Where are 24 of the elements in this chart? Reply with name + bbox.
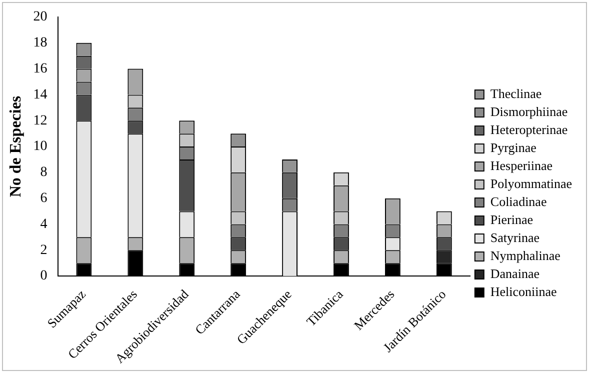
legend-label: Hesperiinae: [490, 158, 553, 173]
y-tick-label: 16: [33, 61, 48, 76]
legend-label: Pierinae: [490, 212, 534, 227]
y-tick-label: 8: [40, 165, 48, 180]
y-tick-label: 20: [33, 10, 48, 25]
y-tick-label: 18: [33, 36, 48, 51]
legend-label: Heteropterinae: [490, 122, 568, 137]
y-tick-label: 0: [40, 268, 48, 284]
y-tick-label: 2: [40, 242, 48, 258]
legend-label: Pyrginae: [490, 140, 537, 155]
legend-label: Coliadinae: [490, 194, 547, 209]
legend-label: Satyrinae: [490, 230, 540, 245]
y-tick-label: 12: [33, 113, 48, 128]
legend-label: Heliconiinae: [490, 284, 558, 299]
y-axis-title: No de Especies: [8, 96, 25, 198]
y-tick-label: 6: [40, 191, 48, 206]
legend-label: Theclinae: [490, 86, 542, 101]
legend-label: Polyommatinae: [490, 176, 572, 191]
y-tick-label: 4: [40, 216, 48, 232]
y-tick-label: 14: [33, 87, 48, 102]
legend-label: Nymphalinae: [490, 248, 561, 263]
y-tick-label: 10: [33, 139, 48, 154]
legend-label: Dismorphiinae: [490, 104, 568, 119]
legend-label: Danainae: [490, 266, 540, 281]
